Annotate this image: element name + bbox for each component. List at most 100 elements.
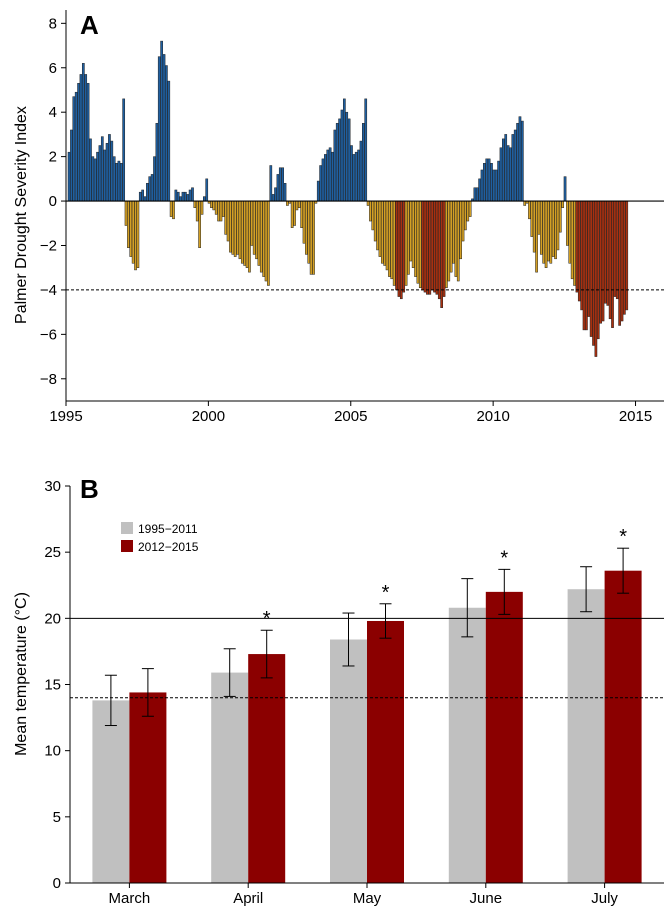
pdsi-bar	[608, 200, 612, 320]
pdsi-bar	[219, 200, 223, 222]
pdsi-bar	[347, 118, 351, 202]
pdsi-bar	[585, 200, 588, 331]
pdsi-bar	[390, 200, 394, 280]
pdsi-bar	[561, 200, 565, 208]
pdsi-bar	[155, 123, 159, 202]
pdsi-y-axis: −8 −6 −4 −2 0 2 4 6 8	[40, 10, 67, 401]
significance-star: *	[263, 608, 271, 630]
pdsi-bar	[278, 167, 282, 202]
temperature-bar	[330, 639, 367, 883]
pdsi-bar	[409, 200, 413, 262]
pdsi-bar	[518, 116, 522, 202]
pdsi-bar	[556, 200, 560, 251]
pdsi-bar	[143, 196, 147, 202]
pdsi-bar	[454, 200, 458, 277]
pdsi-bar	[528, 200, 531, 220]
pdsi-bar	[490, 163, 493, 202]
pdsi-bar	[100, 136, 104, 202]
pdsi-bar	[119, 163, 123, 202]
pdsi-bar	[281, 167, 285, 202]
pdsi-bar	[153, 156, 156, 202]
pdsi-bar	[523, 200, 527, 206]
pdsi-bar	[483, 163, 486, 202]
significance-star: *	[500, 547, 508, 569]
pdsi-bar	[72, 96, 76, 202]
pdsi-bar	[511, 134, 515, 202]
temperature-x-tick-label: July	[591, 890, 618, 907]
temperature-bar	[129, 692, 167, 883]
pdsi-bar	[312, 200, 315, 275]
pdsi-bar	[67, 151, 71, 202]
pdsi-bar	[430, 200, 434, 291]
temperature-bar	[248, 654, 286, 883]
pdsi-bar	[343, 98, 346, 202]
pdsi-bar	[167, 80, 171, 202]
pdsi-bar	[250, 200, 254, 246]
pdsi-bar	[331, 151, 334, 202]
pdsi-bar	[613, 200, 617, 297]
pdsi-bar	[459, 200, 462, 260]
pdsi-y-tick-label: 2	[49, 149, 57, 166]
pdsi-bar	[587, 200, 591, 317]
temperature-bar	[92, 700, 130, 883]
pdsi-y-tick-label: 4	[49, 104, 57, 121]
pdsi-bar	[136, 200, 140, 268]
pdsi-bar	[124, 200, 128, 226]
pdsi-bar	[544, 200, 548, 268]
temperature-x-tick-label: April	[233, 890, 263, 907]
pdsi-bar	[338, 118, 341, 202]
pdsi-bar	[435, 200, 439, 295]
pdsi-bar	[129, 200, 133, 257]
pdsi-bar	[570, 200, 574, 280]
pdsi-bar	[440, 200, 443, 308]
panel-a: A −8 −6 −4 −2 0 2 4 6 8 1995 2000 2005 2010 2015 Pal…	[13, 10, 664, 425]
pdsi-bar	[620, 200, 624, 322]
pdsi-bar	[535, 200, 538, 273]
pdsi-bar	[117, 160, 121, 202]
pdsi-bar	[238, 200, 242, 260]
pdsi-bar	[319, 165, 322, 202]
pdsi-bar	[421, 200, 425, 291]
pdsi-bar	[601, 200, 605, 322]
pdsi-bar	[475, 187, 479, 202]
pdsi-bar	[302, 200, 306, 244]
pdsi-bar	[599, 200, 602, 324]
pdsi-bar	[596, 200, 600, 340]
pdsi-bar	[169, 200, 173, 217]
pdsi-y-axis-title: Palmer Drought Severity Index	[13, 106, 30, 324]
pdsi-bar	[468, 200, 472, 217]
pdsi-bar	[70, 129, 73, 202]
pdsi-bar	[437, 200, 441, 300]
legend-swatch-1995-2011	[121, 522, 133, 534]
pdsi-bar	[558, 200, 562, 233]
pdsi-bar	[618, 200, 621, 326]
pdsi-bar	[134, 200, 137, 271]
pdsi-bar	[96, 151, 99, 202]
temperature-bar	[604, 570, 642, 883]
pdsi-bar	[283, 183, 287, 202]
pdsi-bar	[625, 200, 629, 311]
pdsi-bar	[150, 174, 154, 202]
pdsi-y-tick-label: −6	[40, 326, 57, 343]
pdsi-bar	[138, 191, 142, 202]
pdsi-bar	[108, 134, 111, 202]
pdsi-bar	[623, 200, 626, 315]
temperature-x-tick-label: May	[353, 890, 382, 907]
pdsi-bar	[127, 200, 130, 248]
pdsi-bar	[499, 147, 503, 202]
pdsi-x-tick-label: 2000	[192, 408, 225, 425]
legend-swatch-2012-2015	[121, 540, 133, 552]
pdsi-bar	[487, 158, 491, 202]
pdsi-bar	[198, 200, 201, 248]
temperature-bar	[211, 672, 249, 883]
pdsi-bar	[426, 200, 429, 295]
pdsi-bar	[240, 200, 244, 264]
pdsi-bar	[388, 200, 391, 277]
pdsi-bar	[186, 194, 190, 202]
pdsi-bar	[554, 200, 557, 260]
temperature-x-tick-label: June	[470, 890, 503, 907]
pdsi-bar	[257, 200, 261, 266]
pdsi-x-tick-label: 2015	[619, 408, 652, 425]
pdsi-bar	[530, 200, 534, 237]
